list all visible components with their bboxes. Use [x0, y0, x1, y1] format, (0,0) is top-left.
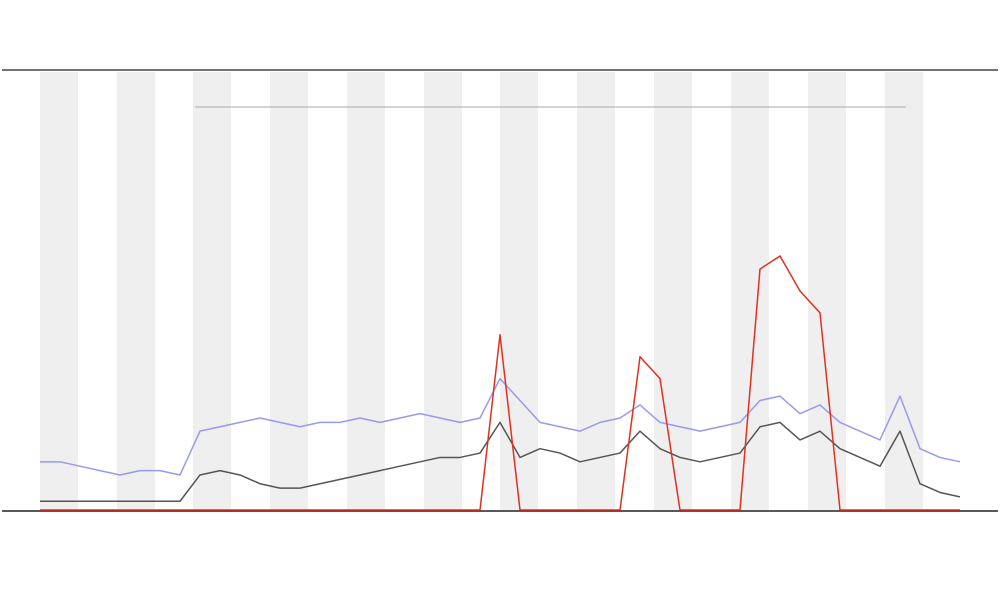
band [424, 72, 462, 510]
background-bands [40, 72, 923, 510]
band [347, 72, 385, 510]
band [731, 72, 769, 510]
band [270, 72, 308, 510]
band [808, 72, 846, 510]
series-line [40, 377, 961, 476]
band [500, 72, 538, 510]
series-line [40, 255, 960, 511]
plot [40, 255, 961, 511]
series-line [40, 421, 961, 502]
band [577, 72, 615, 510]
band [885, 72, 923, 510]
band [193, 72, 231, 510]
band [654, 72, 692, 510]
band [117, 72, 155, 510]
band [40, 72, 78, 510]
